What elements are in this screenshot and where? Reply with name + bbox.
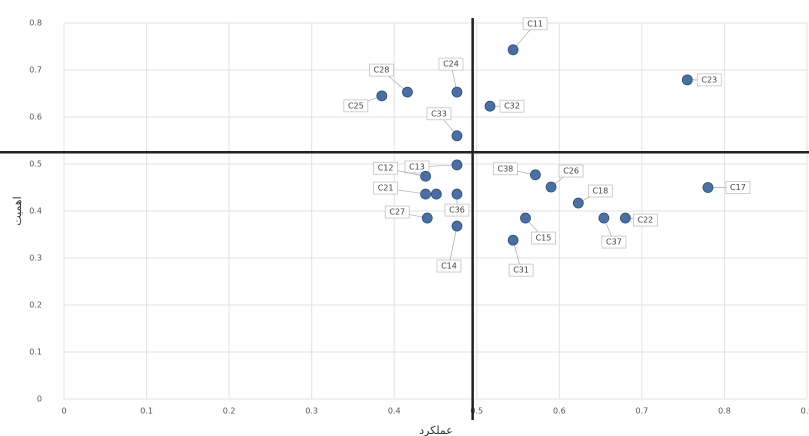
point bbox=[451, 159, 463, 171]
x-tick-label: 0.3 bbox=[305, 407, 318, 416]
point bbox=[402, 86, 413, 98]
label-box bbox=[633, 213, 658, 227]
point bbox=[619, 212, 631, 224]
label-box bbox=[444, 203, 470, 217]
point bbox=[507, 44, 519, 56]
label-box bbox=[369, 63, 394, 77]
point-label: C36 bbox=[449, 206, 465, 215]
point-label: C28 bbox=[374, 66, 390, 75]
point-label: C17 bbox=[730, 183, 746, 192]
label-box bbox=[438, 57, 464, 71]
x-tick-label: 0.6 bbox=[553, 407, 566, 416]
point-label: C38 bbox=[498, 164, 514, 173]
label-box bbox=[436, 259, 462, 273]
y-tick-label: 0.6 bbox=[29, 113, 42, 122]
label-box bbox=[522, 17, 548, 31]
point-label: C25 bbox=[348, 101, 364, 110]
x-tick-label: 0.7 bbox=[636, 407, 649, 416]
point bbox=[421, 212, 433, 224]
y-tick-label: 0.8 bbox=[29, 19, 42, 28]
point-label: C18 bbox=[592, 187, 608, 196]
point bbox=[420, 170, 431, 182]
point bbox=[529, 169, 541, 181]
point-label: C32 bbox=[504, 102, 520, 111]
point bbox=[451, 86, 463, 98]
point-label: C23 bbox=[701, 75, 717, 84]
point bbox=[598, 212, 610, 224]
point-label: C26 bbox=[563, 167, 579, 176]
label-box bbox=[343, 99, 369, 113]
point-label: C24 bbox=[443, 60, 459, 69]
y-tick-label: 0.4 bbox=[29, 207, 42, 216]
label-box bbox=[696, 73, 722, 87]
x-tick-label: 0 bbox=[61, 407, 66, 416]
label-box bbox=[384, 205, 410, 219]
y-tick-label: 0 bbox=[37, 395, 42, 404]
x-tick-label: 0.8 bbox=[718, 407, 731, 416]
label-box bbox=[508, 263, 534, 277]
point bbox=[484, 100, 496, 112]
point bbox=[702, 182, 714, 193]
x-tick-label: 0.1 bbox=[140, 407, 153, 416]
point bbox=[430, 188, 442, 200]
point bbox=[545, 181, 557, 193]
x-axis-title: عملکرد bbox=[419, 424, 453, 436]
point bbox=[376, 90, 388, 102]
label-box bbox=[587, 184, 613, 198]
label-box bbox=[493, 162, 518, 176]
x-tick-label: 0.2 bbox=[223, 407, 236, 416]
label-box bbox=[725, 181, 751, 194]
point-label: C27 bbox=[389, 208, 405, 217]
x-tick-label: 0.4 bbox=[388, 407, 401, 416]
point-label: C21 bbox=[378, 184, 394, 193]
x-tick-label: 0.5 bbox=[470, 407, 483, 416]
point-label: C37 bbox=[606, 238, 622, 247]
point bbox=[681, 74, 693, 86]
leader-line bbox=[448, 225, 458, 267]
point-label: C33 bbox=[431, 109, 447, 118]
point-label: C31 bbox=[513, 266, 529, 275]
y-tick-label: 0.5 bbox=[29, 160, 42, 169]
point-label: C12 bbox=[378, 164, 394, 173]
point bbox=[451, 130, 463, 142]
y-tick-label: 0.3 bbox=[29, 254, 42, 263]
label-box bbox=[499, 99, 525, 113]
label-box bbox=[558, 164, 584, 178]
point-label: C15 bbox=[536, 234, 552, 243]
label-box bbox=[426, 107, 452, 121]
point bbox=[572, 197, 584, 209]
y-tick-label: 0.2 bbox=[29, 301, 42, 310]
point-label: C22 bbox=[637, 216, 653, 225]
point bbox=[420, 188, 431, 200]
label-box bbox=[601, 235, 627, 249]
y-tick-label: 0.7 bbox=[29, 66, 42, 75]
label-box bbox=[531, 231, 556, 245]
label-box bbox=[373, 181, 398, 195]
label-box bbox=[373, 161, 398, 175]
label-box bbox=[404, 160, 430, 174]
point-label: C13 bbox=[409, 162, 425, 171]
point bbox=[507, 234, 519, 246]
point-label: C11 bbox=[527, 19, 543, 28]
point bbox=[451, 220, 463, 232]
y-tick-label: 0.1 bbox=[29, 348, 42, 357]
point-label: C14 bbox=[441, 262, 457, 271]
point bbox=[451, 188, 463, 200]
x-tick-label: 0.9 bbox=[801, 407, 809, 416]
point bbox=[520, 212, 531, 224]
y-axis-title: اهمیت bbox=[11, 196, 24, 225]
